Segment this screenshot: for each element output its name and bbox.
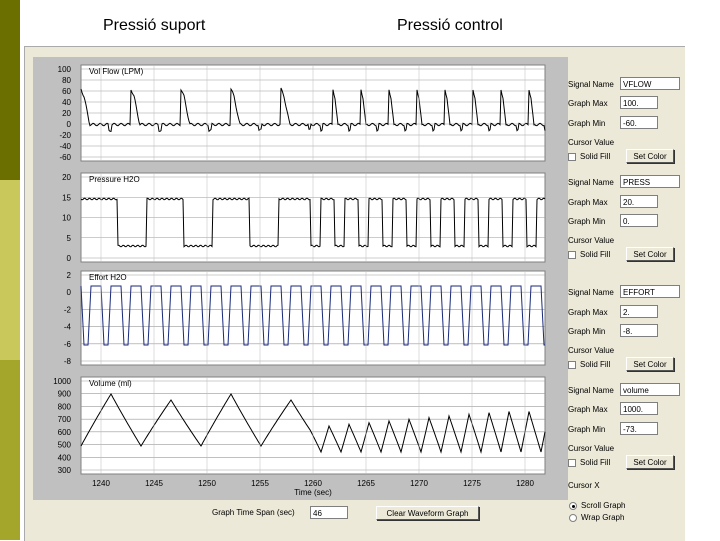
- solid-fill-label-3: Solid Fill: [580, 458, 611, 467]
- waveform-window: 100 80 60 40 20 0 -20 -40 -60 Vol Flow (LPM) 20 15 1…: [24, 46, 685, 541]
- signal-name-field-3[interactable]: volume: [620, 383, 680, 396]
- set-color-button-1[interactable]: Set Color: [626, 247, 674, 261]
- signal-name-label-0: Signal Name: [568, 80, 614, 89]
- graph-min-field-1[interactable]: 0.: [620, 214, 658, 227]
- solid-fill-label-2: Solid Fill: [580, 360, 611, 369]
- y-tick-label-2-4: -6: [64, 340, 72, 349]
- y-tick-label-0-3: 40: [62, 98, 71, 107]
- graph-max-label-3: Graph Max: [568, 405, 608, 414]
- y-tick-label-1-2: 10: [62, 214, 71, 223]
- cursor-value-label-0: Cursor Value: [568, 138, 615, 147]
- y-tick-label-0-4: 20: [62, 109, 71, 118]
- y-tick-label-0-0: 100: [58, 65, 72, 74]
- signal-name-field-1[interactable]: PRESS: [620, 175, 680, 188]
- signal-name-field-2[interactable]: EFFORT: [620, 285, 680, 298]
- x-tick-label-7: 1275: [463, 479, 481, 488]
- y-tick-label-1-4: 0: [67, 254, 72, 263]
- graph-max-field-0[interactable]: 100.: [620, 96, 658, 109]
- graph-max-label-1: Graph Max: [568, 198, 608, 207]
- y-tick-label-3-5: 500: [58, 441, 72, 450]
- y-tick-label-2-2: -2: [64, 305, 72, 314]
- y-tick-label-0-2: 60: [62, 87, 71, 96]
- x-tick-label-2: 1250: [198, 479, 216, 488]
- solid-fill-checkbox-0[interactable]: [568, 153, 576, 161]
- graph-max-field-2[interactable]: 2.: [620, 305, 658, 318]
- y-tick-label-3-3: 700: [58, 415, 72, 424]
- signal-name-label-1: Signal Name: [568, 178, 614, 187]
- graph-max-label-2: Graph Max: [568, 308, 608, 317]
- x-tick-label-1: 1245: [145, 479, 163, 488]
- y-tick-label-0-5: 0: [67, 120, 72, 129]
- plot-title-1: Pressure H2O: [89, 175, 140, 184]
- graph-max-field-1[interactable]: 20.: [620, 195, 658, 208]
- y-tick-label-3-6: 400: [58, 453, 72, 462]
- x-axis-label: Time (sec): [294, 488, 332, 497]
- solid-fill-label-0: Solid Fill: [580, 152, 611, 161]
- y-tick-label-2-0: 2: [67, 271, 72, 280]
- graph-min-label-2: Graph Min: [568, 327, 606, 336]
- solid-fill-label-1: Solid Fill: [580, 250, 611, 259]
- scroll-graph-radio[interactable]: [569, 502, 577, 510]
- plot-title-2: Effort H2O: [89, 273, 127, 282]
- heading-pressure-control: Pressió control: [397, 17, 503, 34]
- x-tick-label-5: 1265: [357, 479, 375, 488]
- y-tick-label-0-7: -40: [59, 142, 71, 151]
- x-tick-label-3: 1255: [251, 479, 269, 488]
- signal-name-label-3: Signal Name: [568, 386, 614, 395]
- y-tick-label-2-3: -4: [64, 323, 72, 332]
- cursor-x-label: Cursor X: [568, 481, 600, 490]
- cursor-value-label-1: Cursor Value: [568, 236, 615, 245]
- y-tick-label-3-0: 1000: [53, 377, 71, 386]
- signal-name-field-0[interactable]: VFLOW: [620, 77, 680, 90]
- y-tick-label-3-4: 600: [58, 428, 72, 437]
- cursor-value-label-2: Cursor Value: [568, 346, 615, 355]
- x-tick-label-8: 1280: [516, 479, 534, 488]
- wrap-graph-label: Wrap Graph: [581, 513, 625, 522]
- graph-min-field-0[interactable]: -60.: [620, 116, 658, 129]
- graph-min-label-3: Graph Min: [568, 425, 606, 434]
- cursor-value-label-3: Cursor Value: [568, 444, 615, 453]
- plot-title-3: Volume (ml): [89, 379, 132, 388]
- y-tick-label-0-8: -60: [59, 153, 71, 162]
- wrap-graph-radio[interactable]: [569, 514, 577, 522]
- y-tick-label-0-6: -20: [59, 131, 71, 140]
- graph-min-label-0: Graph Min: [568, 119, 606, 128]
- y-tick-label-2-1: 0: [67, 288, 72, 297]
- graph-min-field-3[interactable]: -73.: [620, 422, 658, 435]
- y-tick-label-1-0: 20: [62, 173, 71, 182]
- plot-area: 100 80 60 40 20 0 -20 -40 -60 Vol Flow (LPM) 20 15 1…: [33, 57, 568, 500]
- side-stripe-top: [0, 0, 20, 180]
- y-tick-label-3-7: 300: [58, 466, 72, 475]
- side-stripe-bottom: [0, 360, 20, 540]
- set-color-button-3[interactable]: Set Color: [626, 455, 674, 469]
- y-tick-label-1-3: 5: [67, 234, 72, 243]
- solid-fill-checkbox-2[interactable]: [568, 361, 576, 369]
- graph-max-field-3[interactable]: 1000.: [620, 402, 658, 415]
- plot-title-0: Vol Flow (LPM): [89, 67, 144, 76]
- y-tick-label-0-1: 80: [62, 76, 71, 85]
- graph-time-span-label: Graph Time Span (sec): [212, 508, 295, 517]
- y-tick-label-2-5: -8: [64, 357, 72, 366]
- graph-min-label-1: Graph Min: [568, 217, 606, 226]
- x-tick-label-4: 1260: [304, 479, 322, 488]
- heading-pressure-support: Pressió suport: [103, 17, 206, 34]
- scroll-graph-label: Scroll Graph: [581, 501, 626, 510]
- side-stripe-middle: [0, 180, 20, 360]
- y-tick-label-3-1: 900: [58, 390, 72, 399]
- signal-name-label-2: Signal Name: [568, 288, 614, 297]
- x-tick-label-6: 1270: [410, 479, 428, 488]
- solid-fill-checkbox-3[interactable]: [568, 459, 576, 467]
- graph-time-span-field[interactable]: 46: [310, 506, 348, 519]
- x-tick-label-0: 1240: [92, 479, 110, 488]
- solid-fill-checkbox-1[interactable]: [568, 251, 576, 259]
- graph-max-label-0: Graph Max: [568, 99, 608, 108]
- y-tick-label-1-1: 15: [62, 193, 71, 202]
- set-color-button-0[interactable]: Set Color: [626, 149, 674, 163]
- graph-min-field-2[interactable]: -8.: [620, 324, 658, 337]
- clear-waveform-graph-button[interactable]: Clear Waveform Graph: [376, 506, 479, 520]
- y-tick-label-3-2: 800: [58, 402, 72, 411]
- set-color-button-2[interactable]: Set Color: [626, 357, 674, 371]
